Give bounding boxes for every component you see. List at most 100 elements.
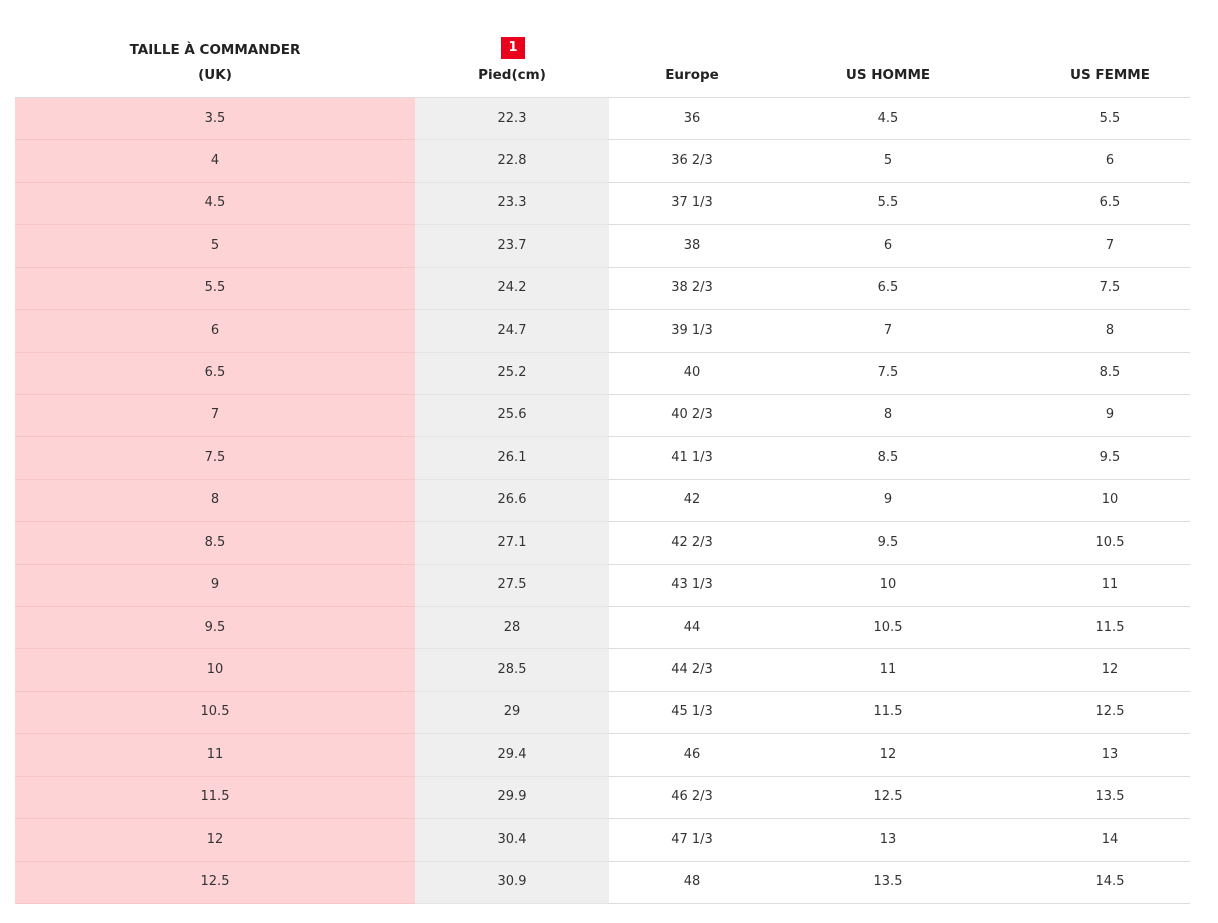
- row-divider: [609, 648, 1190, 650]
- table-cell: 29.9: [497, 789, 527, 805]
- table-cell: 6: [1105, 152, 1115, 168]
- row-divider: [415, 266, 609, 268]
- table-cell: 26.1: [497, 449, 527, 465]
- row-divider: [15, 563, 415, 565]
- table-cell: 39 1/3: [671, 322, 713, 338]
- column-header: US HOMME: [845, 67, 931, 83]
- row-divider: [415, 606, 609, 608]
- table-cell: 44: [683, 619, 701, 635]
- row-divider: [415, 478, 609, 480]
- row-divider: [415, 351, 609, 353]
- table-cell: 7.5: [1099, 280, 1121, 296]
- row-divider: [15, 351, 415, 353]
- column-header: (UK): [198, 67, 232, 83]
- table-cell: 45 1/3: [671, 704, 713, 720]
- row-divider: [415, 818, 609, 820]
- row-divider: [609, 436, 1190, 438]
- row-divider: [15, 606, 415, 608]
- table-cell: 5: [210, 237, 220, 253]
- table-cell: 7: [883, 322, 893, 338]
- table-cell: 9.5: [204, 619, 226, 635]
- table-cell: 24.2: [497, 280, 527, 296]
- table-cell: 10.5: [873, 619, 903, 635]
- table-cell: 38: [683, 237, 701, 253]
- row-divider: [15, 818, 415, 820]
- table-cell: 4.5: [877, 110, 899, 126]
- table-cell: 10.5: [200, 704, 230, 720]
- table-cell: 8: [210, 492, 220, 508]
- badge: 1: [501, 37, 525, 59]
- table-cell: 46 2/3: [671, 789, 713, 805]
- table-cell: 10: [879, 577, 897, 593]
- table-cell: 12: [879, 746, 897, 762]
- row-divider: [15, 733, 415, 735]
- table-cell: 44 2/3: [671, 661, 713, 677]
- table-cell: 13.5: [1095, 789, 1125, 805]
- row-divider: [415, 903, 609, 904]
- column-header: Pied(cm): [478, 67, 546, 83]
- table-cell: 9.5: [877, 534, 899, 550]
- row-divider: [415, 521, 609, 523]
- table-cell: 12: [1101, 661, 1119, 677]
- table-cell: 30.4: [497, 831, 527, 847]
- row-divider: [609, 351, 1190, 353]
- table-cell: 26.6: [497, 492, 527, 508]
- column-header: TAILLE À COMMANDER: [129, 42, 301, 58]
- table-cell: 8: [883, 407, 893, 423]
- table-cell: 37 1/3: [671, 195, 713, 211]
- header-line: [15, 97, 1190, 98]
- row-divider: [15, 775, 415, 777]
- row-divider: [15, 309, 415, 311]
- table-cell: 36 2/3: [671, 152, 713, 168]
- table-cell: 6.5: [204, 365, 226, 381]
- row-divider: [609, 478, 1190, 480]
- table-cell: 5: [883, 152, 893, 168]
- row-divider: [415, 393, 609, 395]
- row-divider: [415, 563, 609, 565]
- table-cell: 11.5: [200, 789, 230, 805]
- row-divider: [609, 903, 1190, 904]
- row-divider: [415, 775, 609, 777]
- row-divider: [415, 436, 609, 438]
- table-cell: 11: [879, 661, 897, 677]
- table-cell: 5.5: [1099, 110, 1121, 126]
- row-divider: [415, 224, 609, 226]
- table-cell: 11.5: [1095, 619, 1125, 635]
- row-divider: [15, 436, 415, 438]
- table-cell: 6: [210, 322, 220, 338]
- table-cell: 7.5: [877, 365, 899, 381]
- table-cell: 42: [683, 492, 701, 508]
- table-cell: 9: [883, 492, 893, 508]
- row-divider: [15, 648, 415, 650]
- row-divider: [609, 733, 1190, 735]
- row-divider: [609, 860, 1190, 862]
- table-cell: 12.5: [200, 874, 230, 890]
- table-cell: 48: [683, 874, 701, 890]
- table-cell: 13: [879, 831, 897, 847]
- row-divider: [609, 309, 1190, 311]
- table-cell: 13.5: [873, 874, 903, 890]
- table-cell: 7: [1105, 237, 1115, 253]
- table-cell: 40: [683, 365, 701, 381]
- table-cell: 42 2/3: [671, 534, 713, 550]
- table-cell: 10: [206, 661, 224, 677]
- table-cell: 9: [210, 577, 220, 593]
- row-divider: [15, 521, 415, 523]
- table-cell: 47 1/3: [671, 831, 713, 847]
- row-divider: [609, 818, 1190, 820]
- table-cell: 12.5: [1095, 704, 1125, 720]
- table-cell: 43 1/3: [671, 577, 713, 593]
- foot-column-bg: [415, 97, 609, 903]
- row-divider: [609, 181, 1190, 183]
- table-cell: 36: [683, 110, 701, 126]
- table-cell: 8: [1105, 322, 1115, 338]
- row-divider: [609, 224, 1190, 226]
- table-cell: 8.5: [1099, 365, 1121, 381]
- table-cell: 22.3: [497, 110, 527, 126]
- table-cell: 10.5: [1095, 534, 1125, 550]
- table-cell: 11.5: [873, 704, 903, 720]
- row-divider: [609, 775, 1190, 777]
- table-cell: 5.5: [204, 280, 226, 296]
- table-cell: 7: [210, 407, 220, 423]
- row-divider: [15, 690, 415, 692]
